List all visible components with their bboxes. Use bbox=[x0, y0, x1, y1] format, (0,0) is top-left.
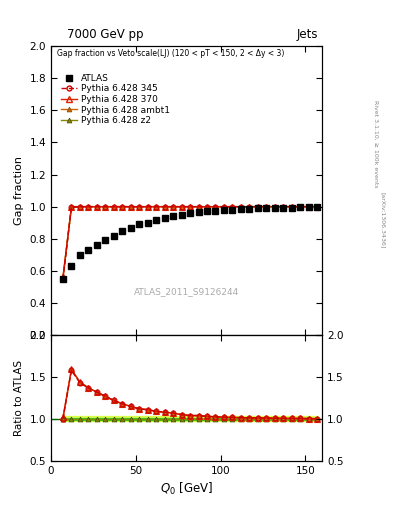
Text: [arXiv:1306.3436]: [arXiv:1306.3436] bbox=[381, 192, 386, 248]
Text: 7000 GeV pp: 7000 GeV pp bbox=[67, 28, 143, 41]
X-axis label: $Q_0$ [GeV]: $Q_0$ [GeV] bbox=[160, 481, 213, 497]
Text: Gap fraction vs Veto scale(LJ) (120 < pT < 150, 2 < Δy < 3): Gap fraction vs Veto scale(LJ) (120 < pT… bbox=[57, 49, 284, 58]
Text: ATLAS_2011_S9126244: ATLAS_2011_S9126244 bbox=[134, 287, 239, 296]
Y-axis label: Ratio to ATLAS: Ratio to ATLAS bbox=[14, 360, 24, 436]
Legend: ATLAS, Pythia 6.428 345, Pythia 6.428 370, Pythia 6.428 ambt1, Pythia 6.428 z2: ATLAS, Pythia 6.428 345, Pythia 6.428 37… bbox=[61, 74, 170, 125]
Text: Jets: Jets bbox=[297, 28, 318, 41]
Text: Rivet 3.1.10, ≥ 100k events: Rivet 3.1.10, ≥ 100k events bbox=[373, 99, 378, 187]
Y-axis label: Gap fraction: Gap fraction bbox=[14, 156, 24, 225]
